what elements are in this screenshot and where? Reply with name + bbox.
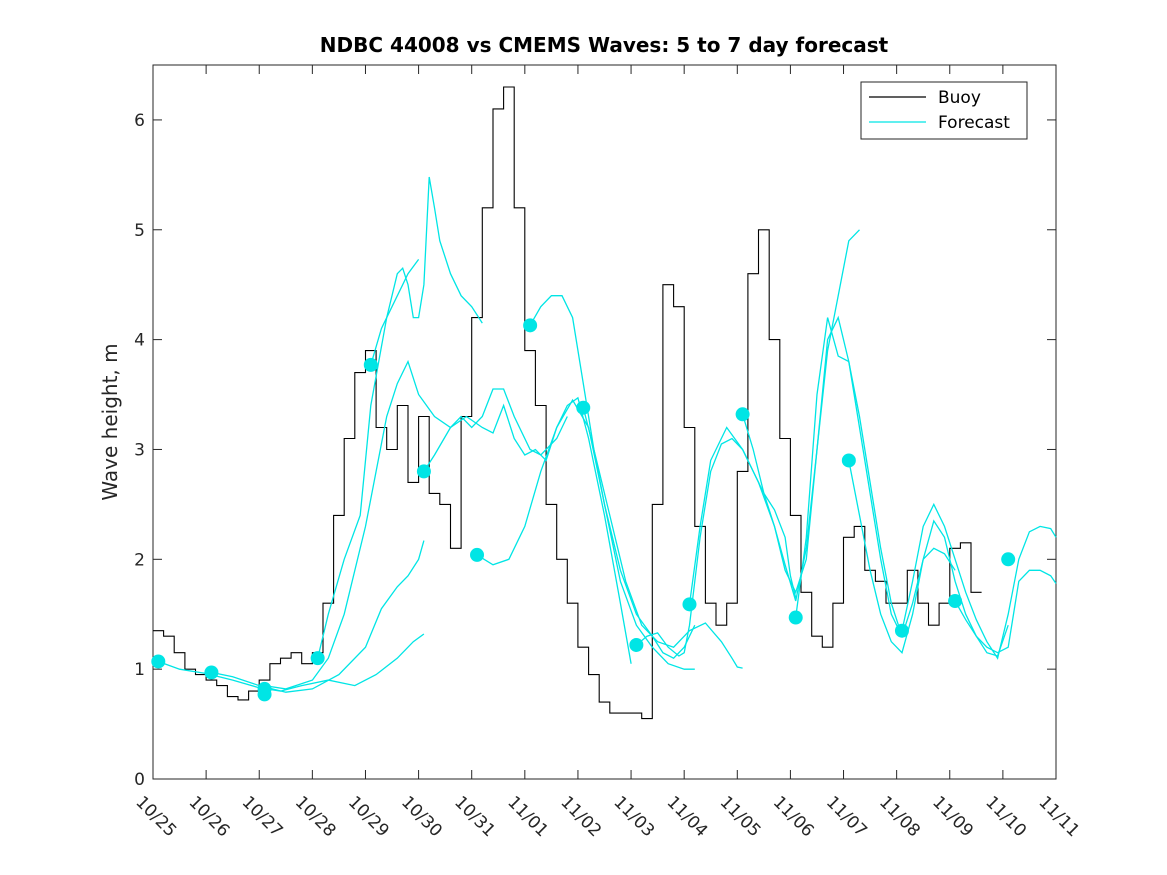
buoy-series — [153, 86, 982, 720]
y-tick-label: 4 — [134, 331, 145, 351]
forecast-line — [848, 460, 1009, 657]
plot-area — [152, 64, 1057, 780]
y-tick-label: 2 — [134, 550, 145, 570]
y-tick-label: 1 — [134, 660, 145, 680]
forecast-marker — [788, 610, 803, 625]
forecast-line — [317, 176, 483, 659]
y-tick-label: 0 — [134, 770, 145, 790]
legend-forecast-label: Forecast — [938, 113, 1010, 133]
y-tick-label: 6 — [134, 111, 145, 131]
legend: Buoy Forecast — [860, 81, 1028, 140]
forecast-line — [529, 295, 696, 659]
buoy-line — [153, 86, 982, 720]
forecast-marker — [363, 357, 378, 372]
forecast-line — [370, 259, 420, 366]
forecast-line — [954, 569, 1057, 654]
chart-title: NDBC 44008 vs CMEMS Waves: 5 to 7 day fo… — [320, 33, 889, 57]
forecast-line — [264, 359, 568, 690]
forecast-series — [158, 176, 1057, 693]
forecast-markers — [151, 318, 1016, 702]
legend-buoy-label: Buoy — [938, 88, 981, 108]
y-axis-label: Wave height, m — [98, 343, 122, 500]
forecast-marker — [682, 597, 697, 612]
forecast-marker — [948, 594, 963, 609]
forecast-line — [635, 437, 797, 657]
y-tick-label: 3 — [134, 440, 145, 460]
forecast-marker — [735, 407, 750, 422]
forecast-marker — [523, 318, 538, 333]
forecast-line — [423, 396, 632, 664]
forecast-marker — [151, 654, 166, 669]
forecast-marker — [576, 400, 591, 415]
y-tick-label: 5 — [134, 221, 145, 241]
forecast-line — [741, 315, 903, 637]
forecast-line — [211, 540, 425, 693]
forecast-marker — [257, 687, 272, 702]
forecast-line — [688, 229, 860, 605]
forecast-marker — [1001, 552, 1016, 567]
forecast-marker — [894, 623, 909, 638]
forecast-marker — [416, 464, 431, 479]
forecast-marker — [470, 547, 485, 562]
forecast-marker — [841, 453, 856, 468]
forecast-line — [901, 502, 1057, 660]
forecast-line — [795, 317, 956, 638]
legend-box — [860, 81, 1028, 140]
forecast-marker — [204, 665, 219, 680]
forecast-line — [582, 407, 743, 669]
forecast-marker — [629, 637, 644, 652]
forecast-marker — [310, 651, 325, 666]
